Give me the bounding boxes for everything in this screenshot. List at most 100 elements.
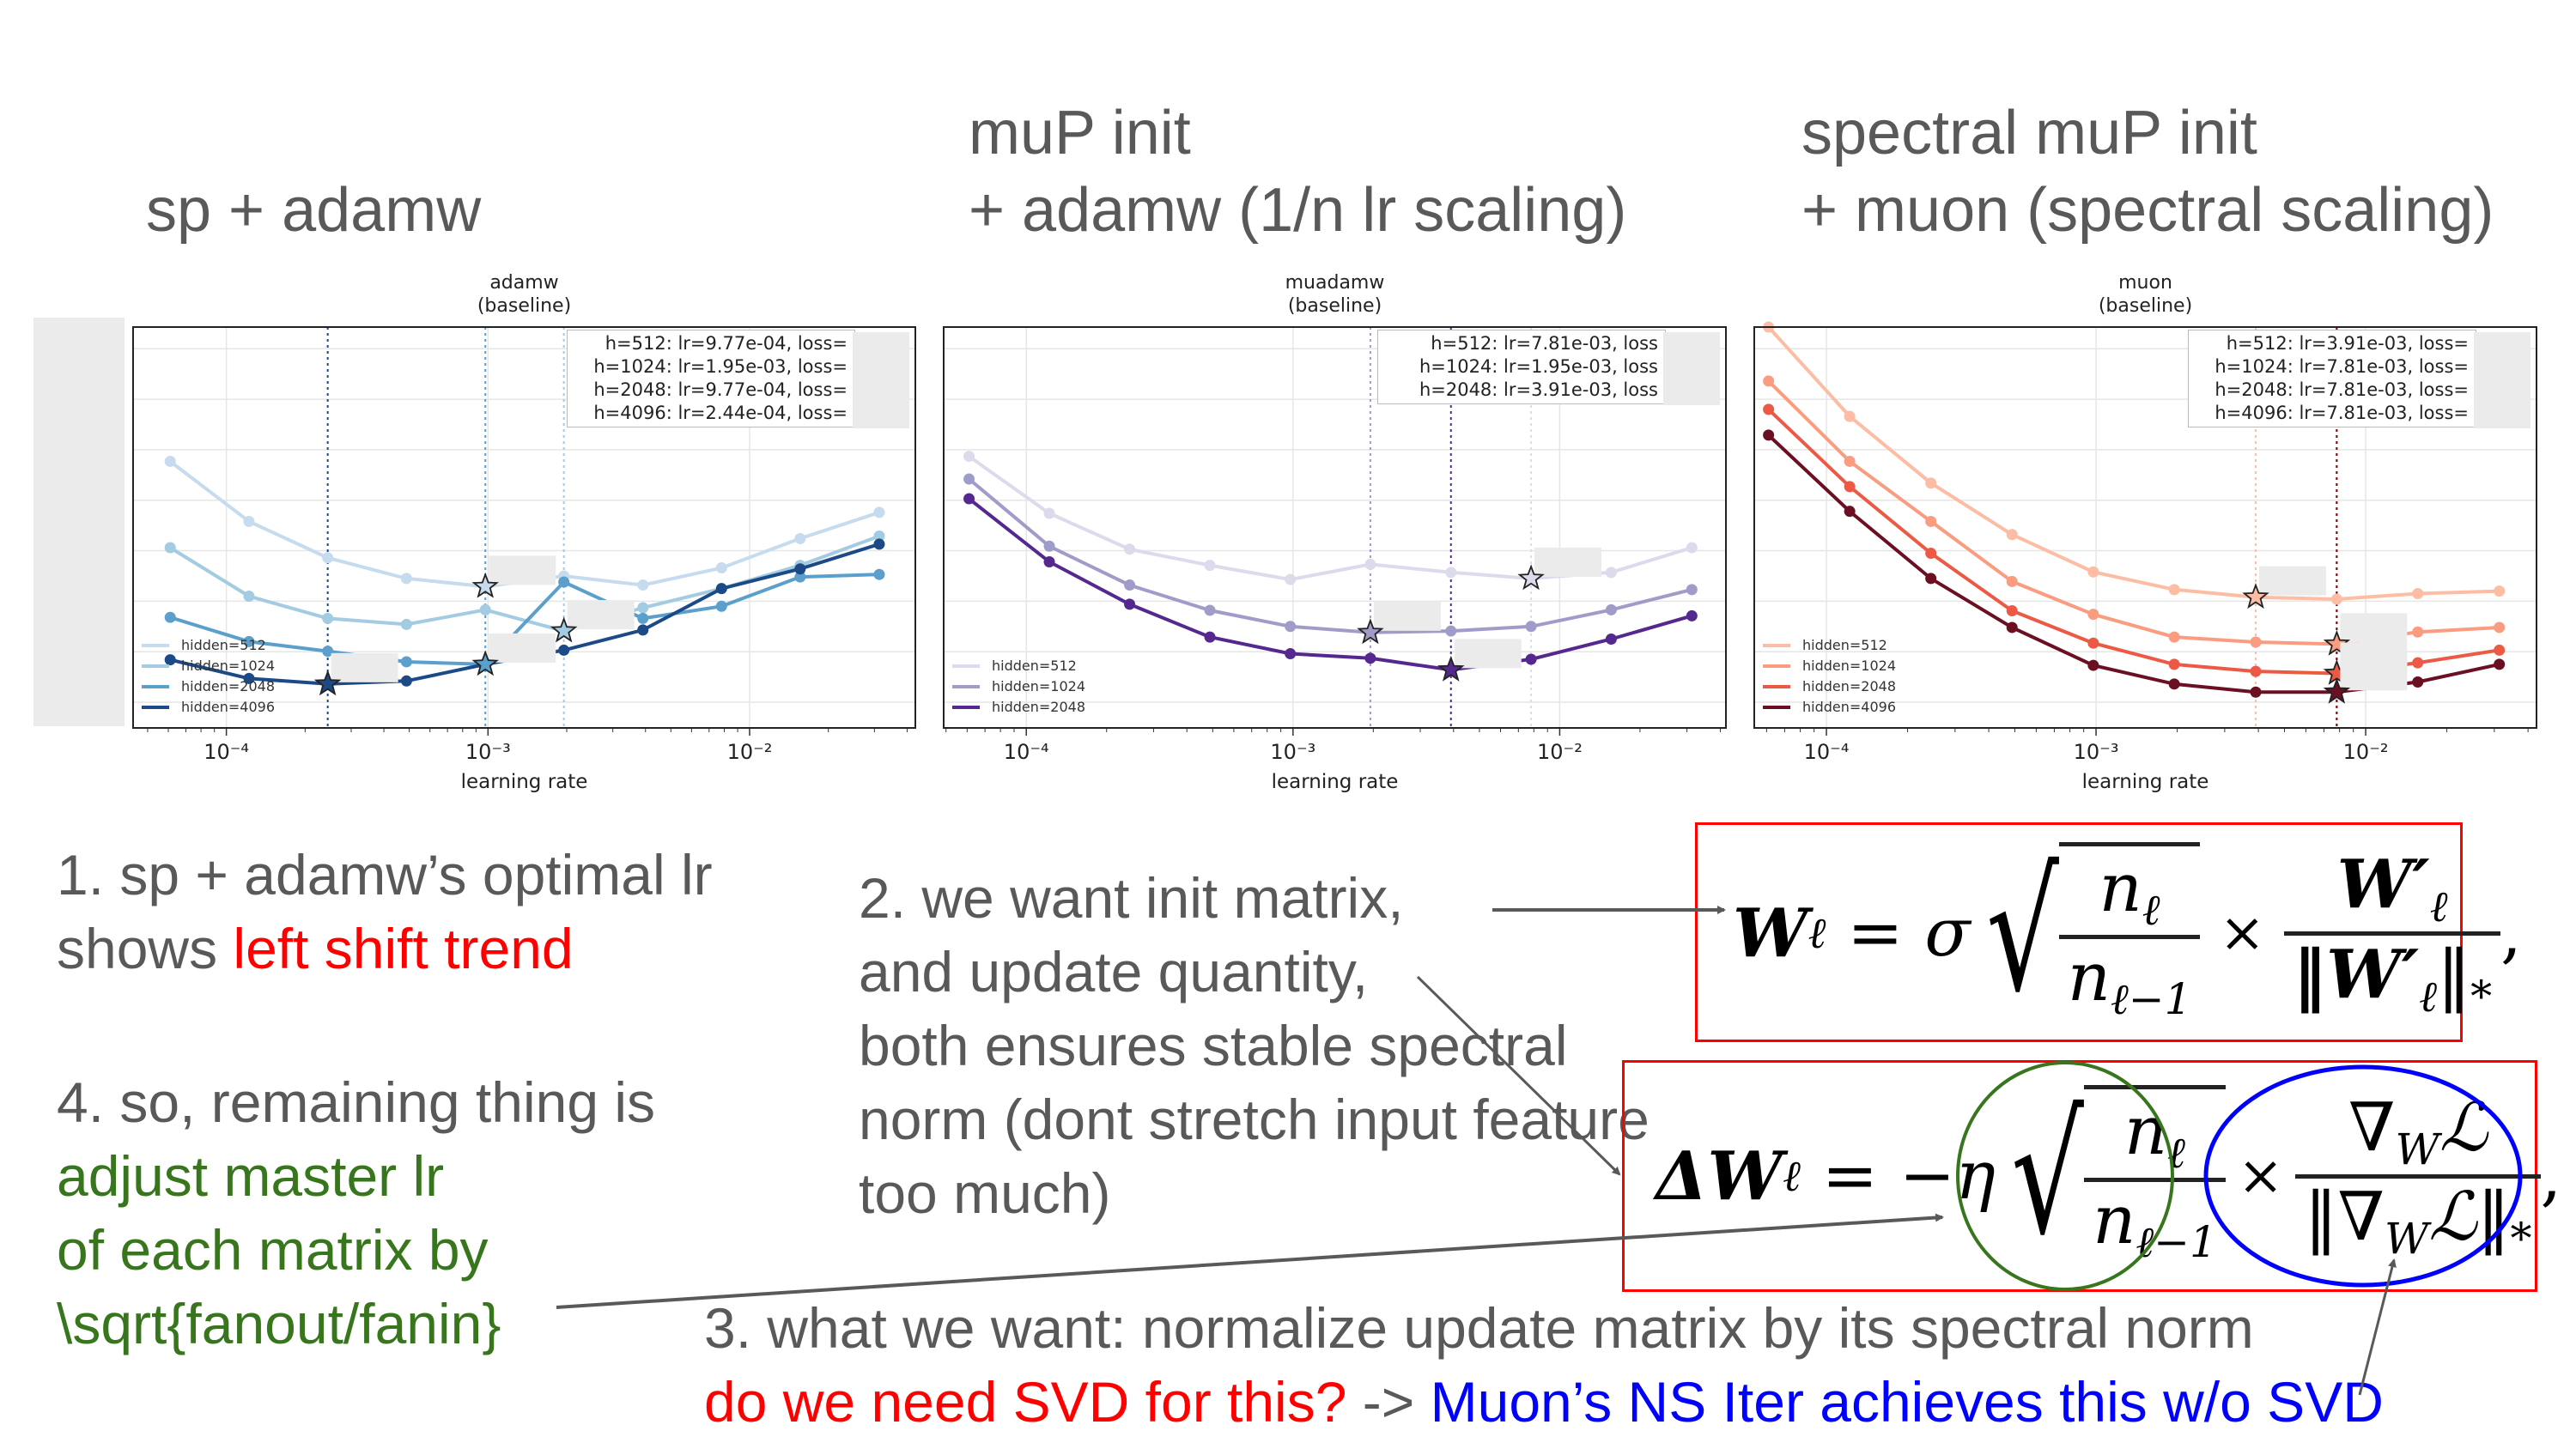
init-rden-sub: ℓ (2419, 971, 2438, 1022)
legend-label: hidden=512 (1802, 637, 1887, 653)
init-rnum-w: W′ (2336, 845, 2430, 924)
annotation-line: h=512: lr=9.77e-04, loss= (605, 333, 848, 354)
data-point (2087, 637, 2099, 649)
legend-label: hidden=4096 (181, 699, 276, 715)
green-ellipse (1956, 1061, 2174, 1291)
data-point (1925, 515, 1937, 527)
best-lr-star (1437, 655, 1465, 682)
x-tick-label: 10⁻⁴ (204, 740, 250, 764)
init-rden-w: ‖W′ (2293, 935, 2420, 1014)
legend-label: hidden=512 (992, 658, 1077, 674)
note-2-line: 2. we want init matrix, (859, 866, 1404, 930)
note-2: 2. we want init matrix, and update quant… (859, 861, 1649, 1230)
init-times: × (2219, 901, 2266, 965)
update-rden-star: * (2510, 1213, 2532, 1264)
legend-item: hidden=2048 (1763, 676, 1896, 697)
legend-item: hidden=1024 (1763, 656, 1896, 676)
update-comma: , (2540, 1137, 2562, 1215)
data-point (637, 624, 649, 636)
data-point (1204, 560, 1216, 572)
note-1: 1. sp + adamw’s optimal lr shows left sh… (57, 838, 713, 985)
note-2-line: too much) (859, 1161, 1111, 1225)
data-point (1124, 598, 1136, 610)
init-rden: ‖W′ℓ‖* (2284, 931, 2501, 1022)
data-point (1763, 375, 1775, 387)
data-point (794, 563, 806, 575)
chart-title-line: muon (2118, 272, 2172, 294)
annotation-line: h=1024: lr=7.81e-03, loss= (2215, 356, 2469, 377)
legend-swatch (952, 706, 980, 709)
legend: hidden=512 hidden=1024 hidden=2048 (952, 656, 1085, 718)
data-point (1043, 555, 1055, 567)
legend-item: hidden=512 (142, 635, 275, 656)
data-point (963, 451, 975, 463)
data-point (164, 542, 176, 554)
redacted-label (489, 555, 556, 585)
arrow-to-normalized-gradient (2358, 1258, 2397, 1396)
best-lr-annotation-box: h=512: lr=3.91e-03, loss= h=1024: lr=7.81… (2188, 330, 2476, 427)
data-point (400, 573, 412, 585)
data-point (873, 568, 885, 580)
legend-swatch (142, 706, 169, 709)
x-tick-label: 10⁻² (2342, 740, 2389, 764)
data-point (322, 612, 334, 624)
legend-item: hidden=1024 (952, 676, 1085, 697)
x-tick-label: 10⁻⁴ (1803, 740, 1850, 764)
note-4-line1: 4. so, remaining thing is (57, 1070, 656, 1134)
data-point (2006, 575, 2018, 587)
init-den-sub: ℓ−1 (2110, 974, 2192, 1024)
data-point (400, 656, 412, 668)
legend-item: hidden=4096 (142, 697, 275, 718)
legend-item: hidden=4096 (1763, 697, 1896, 718)
note-3-line2: do we need SVD for this? -> Muon’s NS It… (704, 1365, 2384, 1439)
annotation-line: h=512: lr=7.81e-03, loss (1431, 333, 1658, 354)
legend-label: hidden=1024 (181, 658, 276, 674)
annotation-line: h=4096: lr=7.81e-03, loss= (2215, 403, 2469, 423)
best-lr-star (471, 650, 499, 676)
legend-item: hidden=512 (1763, 635, 1896, 656)
data-point (2168, 678, 2180, 690)
init-sqrt: √ nℓ nℓ−1 (1971, 842, 2201, 1024)
redacted-loss-values (2474, 332, 2530, 428)
data-point (1686, 609, 1698, 621)
legend-swatch (142, 664, 169, 668)
data-point (2087, 609, 2099, 621)
data-point (873, 530, 885, 542)
data-point (2412, 588, 2424, 600)
x-tick-label: 10⁻⁴ (1003, 740, 1049, 764)
data-point (1686, 542, 1698, 554)
data-point (400, 675, 412, 687)
init-rnum: W′ℓ (2329, 846, 2457, 931)
update-den: nℓ−1 (2084, 1178, 2226, 1267)
data-point (243, 672, 255, 684)
update-den-n: n (2093, 1182, 2136, 1259)
note-2-line: both ensures stable spectral (859, 1014, 1568, 1077)
data-point (2250, 686, 2262, 698)
data-point (1925, 547, 1937, 559)
heading-mup-init-line1: muP init (969, 99, 1191, 167)
redacted-y-axis (33, 318, 125, 726)
data-point (558, 576, 570, 588)
note-1-plain: shows (57, 917, 234, 980)
data-point (2168, 658, 2180, 670)
data-point (1285, 621, 1297, 633)
best-lr-star (1517, 564, 1545, 591)
annotation-line: h=2048: lr=3.91e-03, loss (1419, 379, 1658, 400)
note-3-answer: Muon’s NS Iter achieves this w/o SVD (1430, 1370, 2384, 1434)
arrow-to-update-formula (1416, 975, 1621, 1176)
data-point (322, 646, 334, 658)
init-den: nℓ−1 (2058, 935, 2201, 1024)
redacted-label (2340, 661, 2408, 691)
legend-swatch (952, 685, 980, 688)
data-point (1844, 410, 1856, 422)
init-den-n: n (2067, 939, 2111, 1016)
legend-label: hidden=1024 (992, 678, 1086, 694)
best-lr-star (2323, 629, 2351, 656)
data-point (1204, 604, 1216, 616)
update-rnum-nabla: ∇ (2348, 1088, 2396, 1167)
data-point (558, 644, 570, 656)
data-point (2494, 585, 2506, 597)
data-point (2168, 584, 2180, 596)
series-line (968, 477, 1692, 634)
